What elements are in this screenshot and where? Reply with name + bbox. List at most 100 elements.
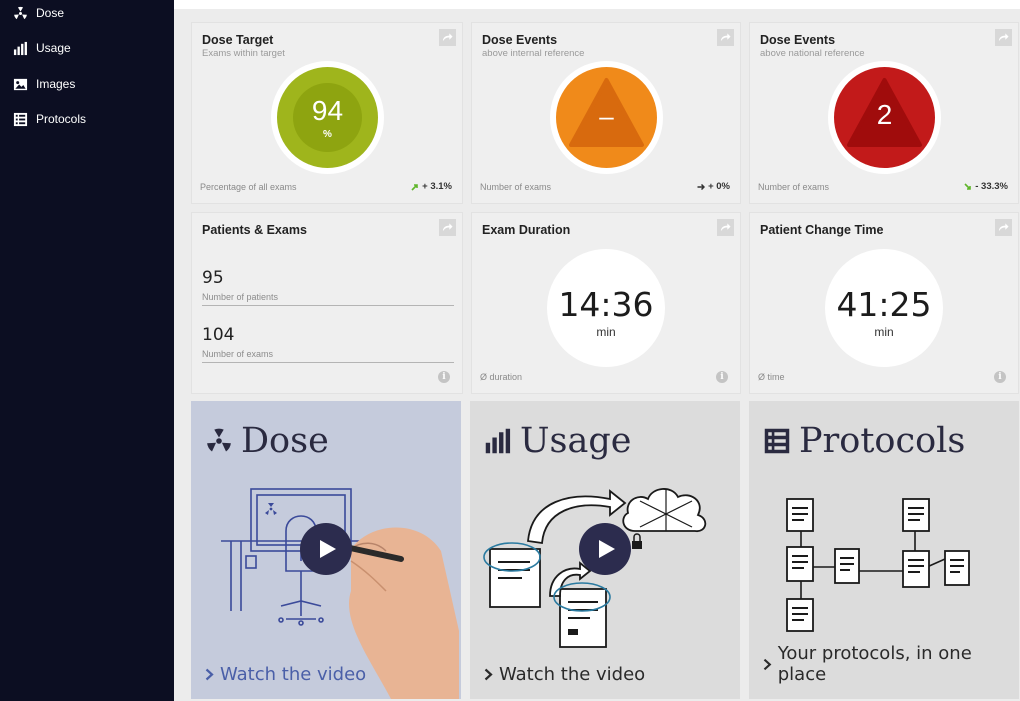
info-icon[interactable]: i bbox=[716, 371, 728, 383]
sidebar-item-protocols[interactable]: Protocols bbox=[13, 109, 86, 129]
divider bbox=[202, 362, 454, 363]
gauge-disc: – bbox=[556, 67, 657, 168]
gauge-value: – bbox=[599, 101, 614, 131]
link-text: Watch the video bbox=[499, 664, 646, 685]
tile-title: Protocols bbox=[763, 421, 965, 461]
card-subtitle: Exams within target bbox=[202, 48, 285, 59]
dose-events-internal-card[interactable]: Dose Events above internal reference – N… bbox=[471, 22, 741, 204]
warning-triangle-icon bbox=[847, 78, 922, 147]
gauge-inner bbox=[293, 83, 362, 152]
trend-up-icon bbox=[411, 183, 418, 191]
change-time-unit: min bbox=[874, 325, 894, 339]
bar-chart-icon bbox=[13, 41, 28, 56]
patients-count: 95 bbox=[202, 268, 224, 288]
sidebar-item-usage[interactable]: Usage bbox=[13, 38, 71, 58]
exams-label: Number of exams bbox=[202, 349, 274, 359]
trend-value: + 3.1% bbox=[422, 181, 452, 192]
sidebar-item-dose[interactable]: Dose bbox=[13, 3, 64, 23]
link-text: Watch the video bbox=[220, 664, 367, 685]
play-button[interactable] bbox=[300, 523, 352, 575]
dose-target-card[interactable]: Dose Target Exams within target 94 % Per… bbox=[191, 22, 463, 204]
gauge-disc: 2 bbox=[834, 67, 935, 168]
radiation-icon bbox=[207, 428, 231, 452]
play-icon bbox=[599, 540, 615, 558]
play-icon bbox=[320, 540, 336, 558]
card-title: Exam Duration bbox=[482, 223, 571, 237]
card-title: Patient Change Time bbox=[760, 223, 884, 237]
protocols-illustration bbox=[786, 498, 970, 632]
card-title: Patients & Exams bbox=[202, 223, 307, 237]
tile-title-text: Dose bbox=[241, 421, 329, 461]
sidebar-item-label: Dose bbox=[36, 6, 65, 20]
expand-button[interactable] bbox=[995, 29, 1012, 46]
share-arrow-icon bbox=[998, 223, 1009, 232]
info-icon[interactable]: i bbox=[438, 371, 450, 383]
warning-triangle-icon bbox=[569, 78, 644, 147]
protocols-link[interactable]: Your protocols, in one place bbox=[763, 643, 1019, 685]
card-title: Dose Events bbox=[482, 33, 558, 47]
patients-label: Number of patients bbox=[202, 292, 279, 302]
share-arrow-icon bbox=[998, 33, 1009, 42]
trend-indicator: + 0% bbox=[697, 181, 730, 192]
bar-chart-icon bbox=[485, 428, 511, 454]
images-icon bbox=[13, 77, 28, 92]
usage-illustration bbox=[483, 488, 707, 648]
gauge-disc: 94 % bbox=[277, 67, 378, 168]
expand-button[interactable] bbox=[717, 219, 734, 236]
trend-flat-icon bbox=[697, 183, 706, 190]
chevron-right-icon bbox=[484, 668, 493, 681]
dose-events-national-gauge: 2 bbox=[828, 61, 941, 174]
share-arrow-icon bbox=[442, 223, 453, 232]
top-bar bbox=[174, 0, 1020, 9]
card-footer-label: Number of exams bbox=[758, 182, 830, 192]
share-arrow-icon bbox=[720, 223, 731, 232]
expand-button[interactable] bbox=[717, 29, 734, 46]
gauge-value: 2 bbox=[876, 99, 893, 130]
trend-down-icon bbox=[964, 182, 972, 190]
chevron-right-icon bbox=[763, 658, 772, 670]
radiation-icon bbox=[13, 6, 28, 21]
list-icon bbox=[13, 112, 28, 127]
protocols-video-tile[interactable]: Protocols Your protocols, in one place bbox=[749, 401, 1019, 699]
gauge-value: 94 bbox=[311, 95, 344, 126]
card-footer-label: Ø time bbox=[758, 372, 785, 382]
sidebar-item-label: Protocols bbox=[36, 112, 87, 126]
watch-video-link[interactable]: Watch the video bbox=[484, 664, 645, 685]
tile-title-text: Usage bbox=[520, 421, 632, 461]
dose-video-tile[interactable]: Dose Watch the video bbox=[191, 401, 461, 699]
info-icon[interactable]: i bbox=[994, 371, 1006, 383]
trend-indicator: + 3.1% bbox=[411, 181, 452, 192]
share-arrow-icon bbox=[720, 33, 731, 42]
dose-events-internal-gauge: – bbox=[550, 61, 663, 174]
tile-title: Dose bbox=[205, 421, 329, 461]
card-subtitle: above national reference bbox=[760, 48, 865, 59]
patients-exams-card[interactable]: Patients & Exams 95 Number of patients 1… bbox=[191, 212, 463, 394]
expand-button[interactable] bbox=[439, 219, 456, 236]
usage-video-tile[interactable]: Usage Watch the video bbox=[470, 401, 740, 699]
duration-display: 14:36 min bbox=[547, 249, 665, 367]
trend-value: + 0% bbox=[708, 181, 730, 192]
dose-events-national-card[interactable]: Dose Events above national reference 2 N… bbox=[749, 22, 1019, 204]
expand-button[interactable] bbox=[439, 29, 456, 46]
dose-illustration bbox=[221, 488, 459, 699]
trend-indicator: - 33.3% bbox=[964, 181, 1008, 192]
card-footer-label: Number of exams bbox=[480, 182, 552, 192]
link-text: Your protocols, in one place bbox=[777, 643, 972, 685]
tile-title: Usage bbox=[484, 421, 631, 461]
list-icon bbox=[764, 428, 790, 454]
sidebar: Dose Usage Images Protocols bbox=[0, 0, 174, 701]
patient-change-time-card[interactable]: Patient Change Time 41:25 min Ø time i bbox=[749, 212, 1019, 394]
sidebar-item-images[interactable]: Images bbox=[13, 74, 75, 94]
sidebar-item-label: Usage bbox=[36, 41, 71, 55]
watch-video-link[interactable]: Watch the video bbox=[205, 664, 366, 685]
divider bbox=[202, 305, 454, 306]
change-time-display: 41:25 min bbox=[825, 249, 943, 367]
dose-target-gauge: 94 % bbox=[271, 61, 384, 174]
exams-count: 104 bbox=[202, 325, 235, 345]
exam-duration-card[interactable]: Exam Duration 14:36 min Ø duration i bbox=[471, 212, 741, 394]
card-title: Dose Events bbox=[760, 33, 836, 47]
sidebar-item-label: Images bbox=[36, 77, 76, 91]
expand-button[interactable] bbox=[995, 219, 1012, 236]
play-button[interactable] bbox=[579, 523, 631, 575]
change-time-value: 41:25 bbox=[836, 285, 932, 324]
